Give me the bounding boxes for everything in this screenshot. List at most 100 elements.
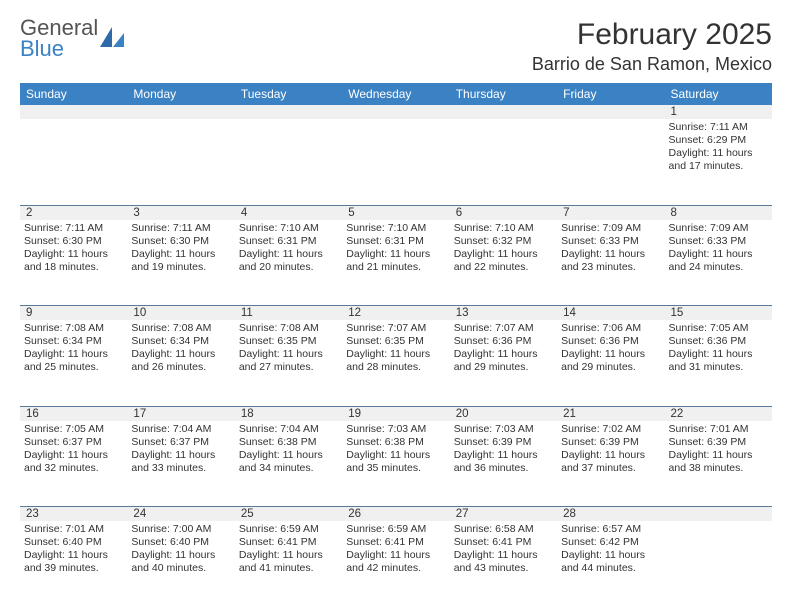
sunset-text: Sunset: 6:32 PM — [454, 235, 553, 248]
sunrise-text: Sunrise: 7:10 AM — [346, 222, 445, 235]
brand-line2: Blue — [20, 39, 98, 60]
title-block: February 2025 Barrio de San Ramon, Mexic… — [532, 18, 772, 75]
day-number — [342, 105, 449, 119]
sunset-text: Sunset: 6:40 PM — [131, 536, 230, 549]
day-cell: Sunrise: 7:04 AMSunset: 6:38 PMDaylight:… — [235, 421, 342, 507]
daylight-text: Daylight: 11 hours and 29 minutes. — [561, 348, 660, 374]
sunset-text: Sunset: 6:36 PM — [669, 335, 768, 348]
week-row: Sunrise: 7:11 AMSunset: 6:29 PMDaylight:… — [20, 119, 772, 205]
daylight-text: Daylight: 11 hours and 44 minutes. — [561, 549, 660, 575]
sunset-text: Sunset: 6:33 PM — [561, 235, 660, 248]
daylight-text: Daylight: 11 hours and 27 minutes. — [239, 348, 338, 374]
sunset-text: Sunset: 6:30 PM — [24, 235, 123, 248]
sunrise-text: Sunrise: 7:08 AM — [239, 322, 338, 335]
day-header: Tuesday — [235, 83, 342, 105]
day-cell — [20, 119, 127, 205]
daylight-text: Daylight: 11 hours and 37 minutes. — [561, 449, 660, 475]
sunrise-text: Sunrise: 7:04 AM — [131, 423, 230, 436]
day-cell — [235, 119, 342, 205]
day-number: 11 — [235, 306, 342, 321]
day-cell: Sunrise: 7:10 AMSunset: 6:32 PMDaylight:… — [450, 220, 557, 306]
sunrise-text: Sunrise: 7:08 AM — [24, 322, 123, 335]
daylight-text: Daylight: 11 hours and 33 minutes. — [131, 449, 230, 475]
daylight-text: Daylight: 11 hours and 38 minutes. — [669, 449, 768, 475]
daylight-text: Daylight: 11 hours and 35 minutes. — [346, 449, 445, 475]
daylight-text: Daylight: 11 hours and 43 minutes. — [454, 549, 553, 575]
day-cell: Sunrise: 7:03 AMSunset: 6:38 PMDaylight:… — [342, 421, 449, 507]
brand-logo: General Blue — [20, 18, 126, 60]
sunrise-text: Sunrise: 6:57 AM — [561, 523, 660, 536]
sunrise-text: Sunrise: 7:01 AM — [669, 423, 768, 436]
sunrise-text: Sunrise: 7:05 AM — [24, 423, 123, 436]
day-number — [235, 105, 342, 119]
day-number: 19 — [342, 406, 449, 421]
sunset-text: Sunset: 6:31 PM — [239, 235, 338, 248]
sunrise-text: Sunrise: 7:11 AM — [24, 222, 123, 235]
day-number: 12 — [342, 306, 449, 321]
day-number: 14 — [557, 306, 664, 321]
day-cell: Sunrise: 7:09 AMSunset: 6:33 PMDaylight:… — [665, 220, 772, 306]
daynum-row: 1 — [20, 105, 772, 119]
day-cell: Sunrise: 7:01 AMSunset: 6:39 PMDaylight:… — [665, 421, 772, 507]
sunset-text: Sunset: 6:30 PM — [131, 235, 230, 248]
day-number: 18 — [235, 406, 342, 421]
month-title: February 2025 — [532, 18, 772, 52]
sunrise-text: Sunrise: 7:03 AM — [346, 423, 445, 436]
day-number: 6 — [450, 205, 557, 220]
day-cell: Sunrise: 7:00 AMSunset: 6:40 PMDaylight:… — [127, 521, 234, 607]
daylight-text: Daylight: 11 hours and 40 minutes. — [131, 549, 230, 575]
week-row: Sunrise: 7:08 AMSunset: 6:34 PMDaylight:… — [20, 320, 772, 406]
day-cell: Sunrise: 7:08 AMSunset: 6:35 PMDaylight:… — [235, 320, 342, 406]
sunrise-text: Sunrise: 6:59 AM — [239, 523, 338, 536]
day-cell: Sunrise: 7:10 AMSunset: 6:31 PMDaylight:… — [235, 220, 342, 306]
day-number: 2 — [20, 205, 127, 220]
sunrise-text: Sunrise: 7:03 AM — [454, 423, 553, 436]
sunset-text: Sunset: 6:41 PM — [454, 536, 553, 549]
day-cell: Sunrise: 6:59 AMSunset: 6:41 PMDaylight:… — [235, 521, 342, 607]
daylight-text: Daylight: 11 hours and 21 minutes. — [346, 248, 445, 274]
sunset-text: Sunset: 6:34 PM — [24, 335, 123, 348]
daynum-row: 2345678 — [20, 205, 772, 220]
day-cell: Sunrise: 6:58 AMSunset: 6:41 PMDaylight:… — [450, 521, 557, 607]
sunrise-text: Sunrise: 7:09 AM — [561, 222, 660, 235]
day-cell: Sunrise: 7:09 AMSunset: 6:33 PMDaylight:… — [557, 220, 664, 306]
day-number — [665, 507, 772, 522]
sunrise-text: Sunrise: 7:10 AM — [239, 222, 338, 235]
daylight-text: Daylight: 11 hours and 19 minutes. — [131, 248, 230, 274]
sunset-text: Sunset: 6:38 PM — [346, 436, 445, 449]
day-header: Saturday — [665, 83, 772, 105]
day-number: 27 — [450, 507, 557, 522]
daylight-text: Daylight: 11 hours and 42 minutes. — [346, 549, 445, 575]
sunrise-text: Sunrise: 7:04 AM — [239, 423, 338, 436]
day-cell — [127, 119, 234, 205]
sunset-text: Sunset: 6:39 PM — [454, 436, 553, 449]
daylight-text: Daylight: 11 hours and 36 minutes. — [454, 449, 553, 475]
daylight-text: Daylight: 11 hours and 18 minutes. — [24, 248, 123, 274]
day-cell — [342, 119, 449, 205]
day-number: 17 — [127, 406, 234, 421]
sunset-text: Sunset: 6:33 PM — [669, 235, 768, 248]
day-cell: Sunrise: 6:57 AMSunset: 6:42 PMDaylight:… — [557, 521, 664, 607]
sunrise-text: Sunrise: 7:10 AM — [454, 222, 553, 235]
sunset-text: Sunset: 6:41 PM — [346, 536, 445, 549]
day-cell: Sunrise: 7:07 AMSunset: 6:36 PMDaylight:… — [450, 320, 557, 406]
day-header: Sunday — [20, 83, 127, 105]
sunset-text: Sunset: 6:42 PM — [561, 536, 660, 549]
daylight-text: Daylight: 11 hours and 41 minutes. — [239, 549, 338, 575]
day-number — [127, 105, 234, 119]
daynum-row: 232425262728 — [20, 507, 772, 522]
day-cell: Sunrise: 7:06 AMSunset: 6:36 PMDaylight:… — [557, 320, 664, 406]
day-cell — [450, 119, 557, 205]
sunset-text: Sunset: 6:31 PM — [346, 235, 445, 248]
day-cell: Sunrise: 7:02 AMSunset: 6:39 PMDaylight:… — [557, 421, 664, 507]
day-number: 20 — [450, 406, 557, 421]
daylight-text: Daylight: 11 hours and 26 minutes. — [131, 348, 230, 374]
day-number: 21 — [557, 406, 664, 421]
sunset-text: Sunset: 6:38 PM — [239, 436, 338, 449]
sunset-text: Sunset: 6:41 PM — [239, 536, 338, 549]
day-number: 26 — [342, 507, 449, 522]
sunset-text: Sunset: 6:40 PM — [24, 536, 123, 549]
sunrise-text: Sunrise: 7:07 AM — [346, 322, 445, 335]
day-number: 15 — [665, 306, 772, 321]
day-header: Wednesday — [342, 83, 449, 105]
